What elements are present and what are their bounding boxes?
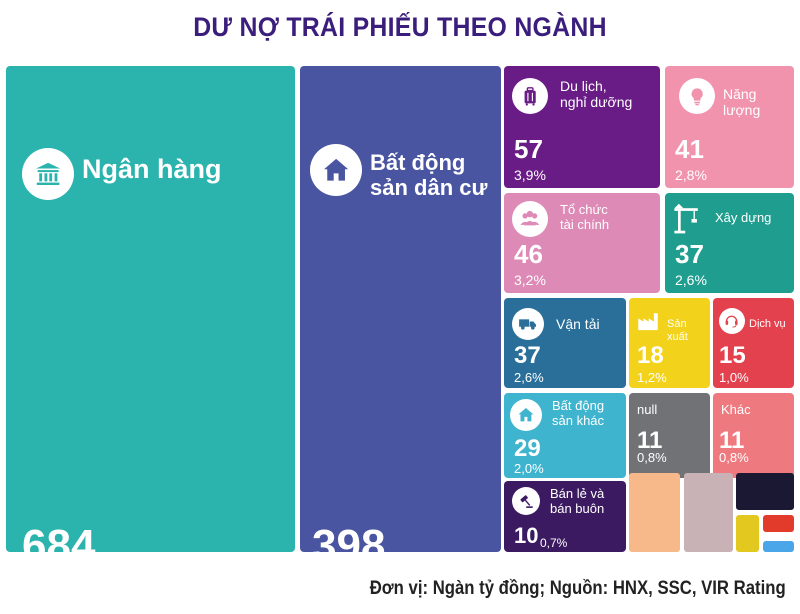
- tile-percent: 3,9%: [514, 167, 546, 183]
- tile-label: Khác: [721, 402, 751, 417]
- bank-icon: [22, 148, 74, 200]
- tile-percent: 0,8%: [637, 450, 667, 465]
- factory-icon: [635, 308, 661, 334]
- tile-value: 57: [514, 134, 543, 164]
- tile-value: 10: [514, 523, 539, 548]
- tile-4: Tổ chức tài chính 46 3,2%: [504, 193, 660, 293]
- tile-value: 37: [514, 342, 541, 369]
- tile-7: Sản xuất 18 1,2%: [629, 298, 710, 388]
- tile-12: Bán lẻ và bán buôn 10 0,7%: [504, 481, 626, 552]
- tile-1: Bất động sản dân cư39827,5%: [300, 66, 501, 552]
- people-icon: [512, 201, 548, 237]
- tile-percent: 1,2%: [637, 370, 667, 385]
- tile-value: 684: [22, 521, 96, 552]
- gavel-icon: [512, 487, 540, 515]
- tile-percent: 0,7%: [540, 536, 568, 550]
- tile-6: Vận tải 37 2,6%: [504, 298, 626, 388]
- house-icon: [310, 144, 362, 196]
- tile-value: 41: [675, 134, 704, 164]
- tile-value: 398: [312, 521, 386, 552]
- small-tile-0: [629, 473, 680, 552]
- tile-value: 18: [637, 342, 664, 369]
- truck-icon: [512, 308, 544, 340]
- house-icon: [510, 399, 542, 431]
- source-note: Đơn vị: Ngàn tỷ đồng; Nguồn: HNX, SSC, V…: [370, 578, 786, 599]
- tile-label: Sản xuất: [667, 318, 688, 343]
- tile-label: Xây dựng: [715, 210, 772, 225]
- luggage-icon: [512, 78, 548, 114]
- tile-value: 11: [719, 427, 745, 454]
- tile-value: 15: [719, 342, 746, 369]
- headset-icon: [719, 308, 745, 334]
- tile-value: 37: [675, 239, 704, 269]
- tile-label: Bất động sản khác: [552, 398, 605, 428]
- tile-11: Khác 11 0,8%: [713, 393, 794, 478]
- tile-label: Dịch vụ: [749, 318, 786, 330]
- small-tile-5: [763, 541, 794, 552]
- tile-percent: 3,2%: [514, 272, 546, 288]
- tile-2: Du lịch, nghỉ dưỡng 57 3,9%: [504, 66, 660, 188]
- tile-label: Bất động sản dân cư: [370, 150, 488, 201]
- chart-title: DƯ NỢ TRÁI PHIẾU THEO NGÀNH: [193, 12, 607, 42]
- tile-percent: 2,6%: [514, 370, 544, 385]
- tile-percent: 2,6%: [675, 272, 707, 288]
- tile-percent: 0,8%: [719, 450, 749, 465]
- tile-percent: 1,0%: [719, 370, 749, 385]
- crane-icon: [669, 201, 705, 237]
- tile-3: Năng lượng 41 2,8%: [665, 66, 794, 188]
- tile-label: Ngân hàng: [82, 154, 222, 184]
- tile-percent: 2,0%: [514, 461, 544, 476]
- tile-8: Dịch vụ 15 1,0%: [713, 298, 794, 388]
- tile-value: 11: [637, 427, 663, 454]
- tile-label: Vận tải: [556, 316, 600, 332]
- small-tile-3: [736, 515, 759, 552]
- tile-value: 46: [514, 239, 543, 269]
- tile-label: null: [637, 402, 658, 417]
- tile-0: Ngân hàng68447,2%: [6, 66, 295, 552]
- tile-9: Bất động sản khác 29 2,0%: [504, 393, 626, 478]
- small-tile-2: [736, 473, 794, 510]
- tile-5: Xây dựng 37 2,6%: [665, 193, 794, 293]
- tile-10: null 11 0,8%: [629, 393, 710, 478]
- small-tile-4: [763, 515, 794, 532]
- tile-label: Bán lẻ và bán buôn: [550, 486, 605, 516]
- tile-label: Tổ chức tài chính: [560, 202, 610, 232]
- tile-label: Du lịch, nghỉ dưỡng: [560, 78, 633, 111]
- tile-percent: 2,8%: [675, 167, 707, 183]
- lightbulb-icon: [679, 78, 715, 114]
- small-tile-1: [684, 473, 733, 552]
- tile-label: Năng lượng: [723, 86, 761, 119]
- tile-value: 29: [514, 435, 541, 462]
